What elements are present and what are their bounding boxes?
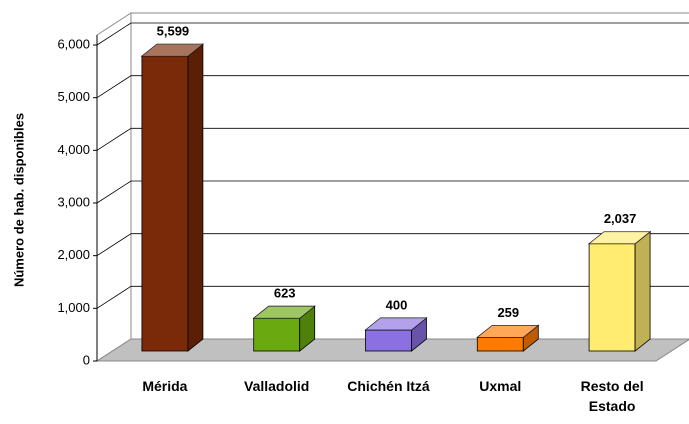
value-label: 5,599 <box>157 24 190 39</box>
bar-top-shade <box>477 325 539 338</box>
y-axis-label: Número de hab. disponibles <box>11 113 26 287</box>
bar-side-shade <box>411 317 427 351</box>
y-tick-label: 3,000 <box>57 194 90 209</box>
value-label: 623 <box>274 286 296 301</box>
value-label: 2,037 <box>604 211 637 226</box>
x-tick-label: Uxmal <box>479 378 522 394</box>
bar-top <box>587 231 652 245</box>
x-tick-label: Valladolid <box>244 378 310 394</box>
bar-top-shade <box>365 317 427 330</box>
side-wall <box>96 12 132 362</box>
bar-top-shade <box>589 231 651 244</box>
bar-top-shade <box>141 44 203 57</box>
value-label: 259 <box>497 305 519 320</box>
value-label: 400 <box>386 297 408 312</box>
y-tick-label: 1,000 <box>57 300 90 315</box>
bar-top <box>476 324 540 338</box>
bar-side-shade <box>187 44 203 352</box>
x-tick-label: Mérida <box>142 378 188 394</box>
x-tick-label: Chichén Itzá <box>347 378 430 394</box>
y-tick-label: 6,000 <box>57 36 90 51</box>
bar-top <box>252 305 316 319</box>
bar-top <box>140 43 205 57</box>
grid-line <box>96 75 689 99</box>
bar <box>588 243 636 352</box>
grid-line <box>96 22 689 46</box>
y-tick-label: 2,000 <box>57 247 90 262</box>
y-tick-label: 0 <box>83 352 90 367</box>
grid-line <box>96 285 689 309</box>
bar-side-shade <box>635 231 651 351</box>
y-tick-label: 5,000 <box>57 89 90 104</box>
bar-top <box>364 317 428 331</box>
bar-side-shade <box>299 306 315 351</box>
bar-top-shade <box>253 306 315 319</box>
bar <box>253 317 301 352</box>
x-tick-label: Resto del Estado <box>580 378 644 414</box>
y-tick-label: 4,000 <box>57 142 90 157</box>
grid-line <box>96 180 689 204</box>
grid-line <box>96 127 689 151</box>
bar <box>141 55 189 352</box>
bar <box>476 336 524 352</box>
bar-side-shade <box>523 325 539 351</box>
bar <box>365 329 412 352</box>
grid-line <box>96 233 689 257</box>
